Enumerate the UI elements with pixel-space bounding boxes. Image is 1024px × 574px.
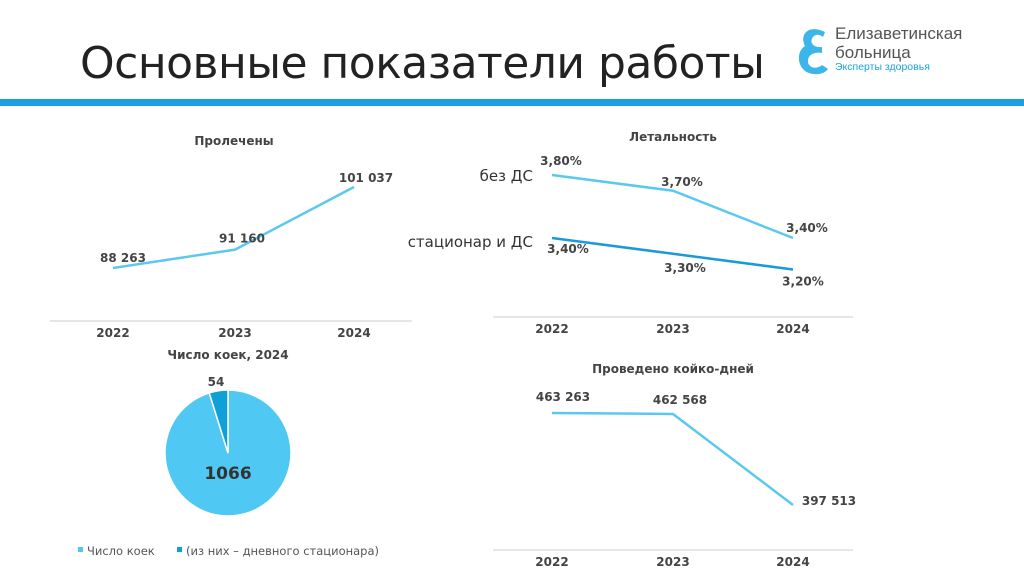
series-line: [551, 236, 794, 271]
logo-line1: Елизаветинская: [835, 24, 963, 43]
logo-icon: [798, 29, 828, 75]
data-label: 462 568: [653, 393, 707, 407]
data-label: 3,40%: [547, 242, 589, 256]
pie-slice-day-hospital: [208, 389, 229, 454]
chart-title: Летальность: [629, 130, 717, 144]
logo: Елизаветинская больница Эксперты здоровья: [795, 24, 995, 80]
x-tick-label: 2022: [535, 322, 568, 336]
logo-tagline: Эксперты здоровья: [835, 61, 930, 73]
x-tick-label: 2022: [535, 555, 568, 569]
series-line: [551, 411, 794, 506]
legend-swatch: [78, 547, 83, 552]
series-line: [112, 185, 355, 270]
series-label: без ДС: [480, 167, 533, 185]
chart-title: Число коек, 2024: [167, 348, 288, 362]
data-label: 88 263: [100, 251, 146, 265]
chart-title: Пролечены: [194, 134, 273, 148]
pie-label-beds: 1066: [204, 464, 251, 484]
x-tick-label: 2024: [776, 322, 809, 336]
pie-label-day-hospital: 54: [208, 375, 225, 389]
data-label: 463 263: [536, 390, 590, 404]
series-label: стационар и ДС: [408, 233, 533, 251]
page-title: Основные показатели работы: [80, 38, 765, 89]
x-tick-label: 2023: [656, 555, 689, 569]
legend-label: Число коек: [87, 544, 155, 558]
data-label: 3,20%: [782, 275, 824, 289]
series-line: [551, 173, 794, 240]
data-label: 3,40%: [786, 221, 828, 235]
x-tick-label: 2024: [337, 326, 370, 340]
x-tick-label: 2022: [96, 326, 129, 340]
x-tick-label: 2023: [218, 326, 251, 340]
data-label: 3,30%: [664, 261, 706, 275]
chart-title: Проведено койко-дней: [592, 362, 754, 376]
logo-line2: больница: [835, 43, 911, 62]
data-label: 397 513: [802, 494, 856, 508]
data-label: 3,80%: [540, 154, 582, 168]
x-tick-label: 2024: [776, 555, 809, 569]
data-label: 91 160: [219, 232, 265, 246]
legend-swatch: [177, 547, 182, 552]
x-tick-label: 2023: [656, 322, 689, 336]
legend-label: (из них – дневного стационара): [186, 544, 379, 558]
data-label: 101 037: [339, 171, 393, 185]
data-label: 3,70%: [661, 175, 703, 189]
header-divider: [0, 99, 1024, 106]
